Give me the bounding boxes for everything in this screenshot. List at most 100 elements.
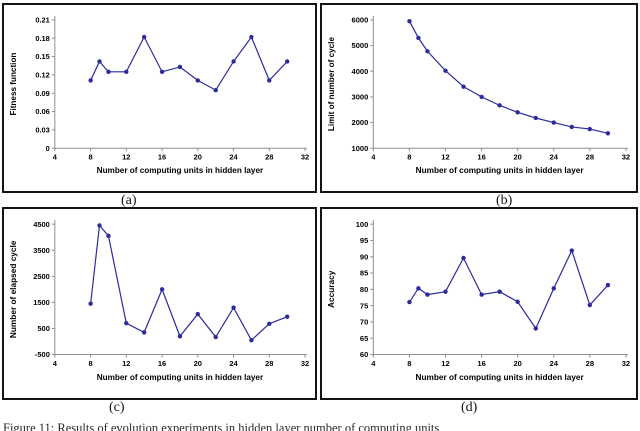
x-tick-label: 8 (88, 153, 92, 162)
data-point (231, 305, 236, 310)
series-line (90, 224, 288, 342)
data-point (249, 34, 254, 40)
data-point (284, 314, 290, 319)
y-tick-label: 65 (360, 334, 368, 343)
y-tick-label: 1500 (33, 298, 50, 307)
data-point (267, 321, 272, 327)
x-axis-title: Number of computing units in hidden laye… (97, 373, 264, 382)
x-tick-label: 20 (194, 359, 202, 368)
x-tick-label: 8 (407, 359, 411, 368)
data-point (97, 223, 102, 228)
data-point (569, 248, 575, 253)
data-point (416, 35, 421, 41)
figure-caption-clipped: Figure 11: Results of evolution experime… (3, 421, 440, 431)
data-point (195, 311, 200, 317)
series-line (90, 35, 288, 91)
data-point (605, 282, 611, 288)
y-axis-title: Number of elapsed cycle (9, 240, 18, 338)
x-tick-label: 12 (122, 153, 130, 162)
data-point (124, 320, 129, 326)
data-point (159, 287, 165, 292)
y-tick-label: 4500 (33, 220, 50, 229)
data-point (515, 110, 520, 115)
data-point (425, 49, 430, 54)
chart-limit-of-cycle: 1000 2000 3000 4000 5000 6000 4 8 12 16 20 24 28 32 Nu… (327, 16, 630, 176)
x-tick-label: 28 (586, 359, 594, 368)
x-tick-label: 12 (122, 359, 130, 368)
data-point (284, 59, 290, 64)
panel-accuracy: 60 65 70 75 80 85 90 95 100 4 8 12 16 20 24 28 32 Number … (320, 207, 638, 400)
y-tick-label: 6000 (352, 16, 369, 25)
data-point (267, 78, 272, 83)
data-point (141, 330, 147, 335)
data-point (479, 292, 484, 297)
x-tick-label: 28 (265, 153, 273, 162)
x-tick-label: 16 (158, 359, 166, 368)
x-tick-label: 28 (265, 359, 273, 368)
data-point (213, 334, 218, 340)
x-axis-title: Number of computing units in hidden laye… (416, 373, 585, 382)
x-tick-label: 24 (229, 153, 238, 162)
series-line (408, 248, 609, 330)
subcaption-c: (c) (109, 400, 125, 415)
panel-elapsed-cycle: -500 500 1500 2500 3500 4500 4 8 12 16 20 24 28 32 Num… (2, 207, 317, 400)
data-point (551, 120, 556, 125)
data-point (497, 289, 502, 294)
y-tick-label: 60 (360, 350, 368, 359)
x-tick-label: 20 (194, 153, 202, 162)
data-point (587, 302, 593, 308)
y-tick-label: 4000 (352, 67, 369, 76)
data-point (88, 78, 93, 83)
y-axis-title: Accuracy (327, 270, 336, 308)
data-point (177, 64, 183, 70)
x-axis-title: Number of computing units in hidden laye… (416, 166, 585, 175)
data-point (159, 69, 165, 75)
data-point (569, 124, 575, 130)
data-point (177, 334, 183, 339)
x-tick-label: 12 (441, 153, 449, 162)
y-tick-label: 0.21 (35, 16, 50, 25)
x-axis-title: Number of computing units in hidden laye… (97, 166, 264, 175)
x-tick-label: 32 (622, 359, 630, 368)
y-tick-label: 100 (356, 220, 369, 229)
data-point (479, 94, 484, 100)
data-point (106, 69, 111, 75)
panel-limit-of-cycle: 1000 2000 3000 4000 5000 6000 4 8 12 16 20 24 28 32 Nu… (320, 3, 638, 193)
data-point (195, 78, 200, 83)
x-tick-label: 4 (371, 153, 376, 162)
y-tick-label: -500 (35, 350, 50, 359)
y-tick-label: 0.18 (35, 34, 50, 43)
x-tick-label: 12 (441, 359, 449, 368)
x-tick-label: 28 (586, 153, 594, 162)
data-point (461, 84, 466, 89)
y-tick-label: 0 (46, 144, 50, 153)
data-point (213, 87, 218, 93)
data-point (587, 126, 593, 132)
y-tick-label: 0.12 (35, 71, 50, 80)
y-tick-label: 95 (360, 236, 368, 245)
y-tick-label: 2000 (352, 118, 369, 127)
y-tick-label: 0.09 (35, 89, 50, 98)
chart-fitness-function: 0 0.03 0.06 0.09 0.12 0.15 0.18 0.21 4 8 12 16 20 24 2… (9, 16, 309, 176)
x-tick-label: 4 (371, 359, 376, 368)
data-point (497, 103, 502, 108)
x-tick-label: 24 (550, 359, 559, 368)
chart-elapsed-cycle: -500 500 1500 2500 3500 4500 4 8 12 16 20 24 28 32 Num… (9, 220, 309, 382)
y-tick-label: 0.06 (35, 107, 50, 116)
x-tick-label: 32 (622, 153, 630, 162)
y-tick-label: 70 (360, 318, 368, 327)
data-point (416, 286, 421, 291)
chart-accuracy: 60 65 70 75 80 85 90 95 100 4 8 12 16 20 24 28 32 Number … (327, 220, 630, 382)
data-point (106, 233, 111, 239)
y-tick-label: 2500 (33, 272, 50, 281)
data-point (141, 34, 147, 40)
data-point (605, 131, 611, 136)
x-tick-label: 20 (513, 153, 521, 162)
data-point (231, 59, 236, 64)
x-tick-label: 8 (407, 153, 411, 162)
y-axis-title: Limit of number of cycle (327, 37, 336, 132)
x-tick-label: 24 (229, 359, 238, 368)
y-tick-label: 85 (360, 269, 368, 278)
x-tick-label: 16 (158, 153, 166, 162)
